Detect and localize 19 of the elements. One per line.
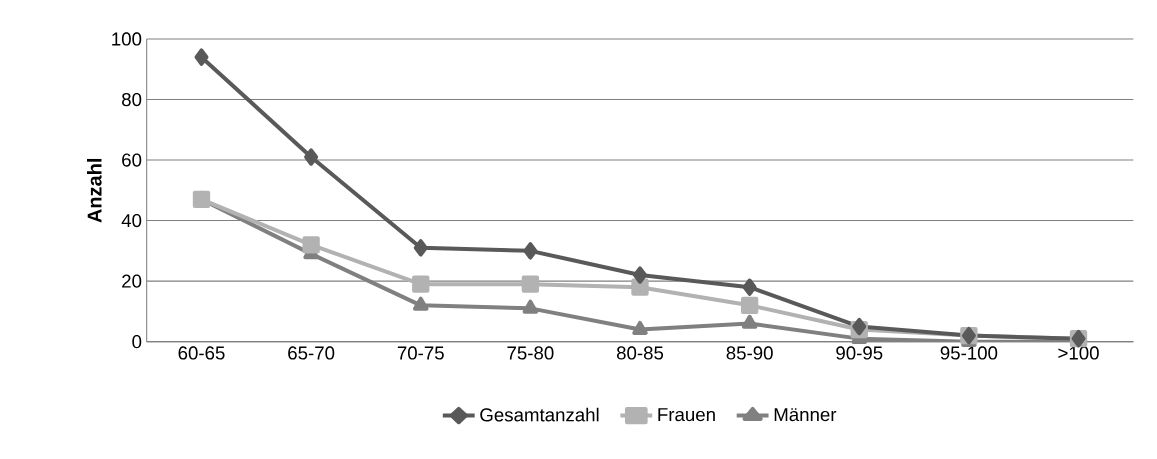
x-tick-label: 90-95: [836, 346, 883, 360]
y-axis-title: Anzahl: [86, 158, 102, 223]
x-tick-label: >100: [1058, 346, 1099, 360]
y-tick-label: 80: [122, 92, 142, 107]
x-tick-label: 85-90: [726, 346, 773, 360]
y-tick-label: 60: [122, 153, 142, 167]
x-tick-label: 80-85: [616, 346, 664, 360]
y-tick-label: 40: [121, 213, 142, 228]
legend-label: Frauen: [658, 408, 715, 422]
x-tick-label: 75-80: [507, 346, 554, 360]
y-tick-label: 100: [112, 32, 142, 46]
x-tick-label: 70-75: [397, 346, 444, 360]
legend-label: Männer: [774, 408, 837, 422]
x-tick-label: 65-70: [288, 346, 335, 360]
x-tick-label: 95-100: [940, 346, 998, 360]
x-tick-label: 60-65: [178, 346, 225, 360]
y-tick-label: 0: [132, 335, 142, 349]
y-tick-label: 20: [122, 274, 142, 288]
legend-label: Gesamtanzahl: [480, 407, 599, 422]
